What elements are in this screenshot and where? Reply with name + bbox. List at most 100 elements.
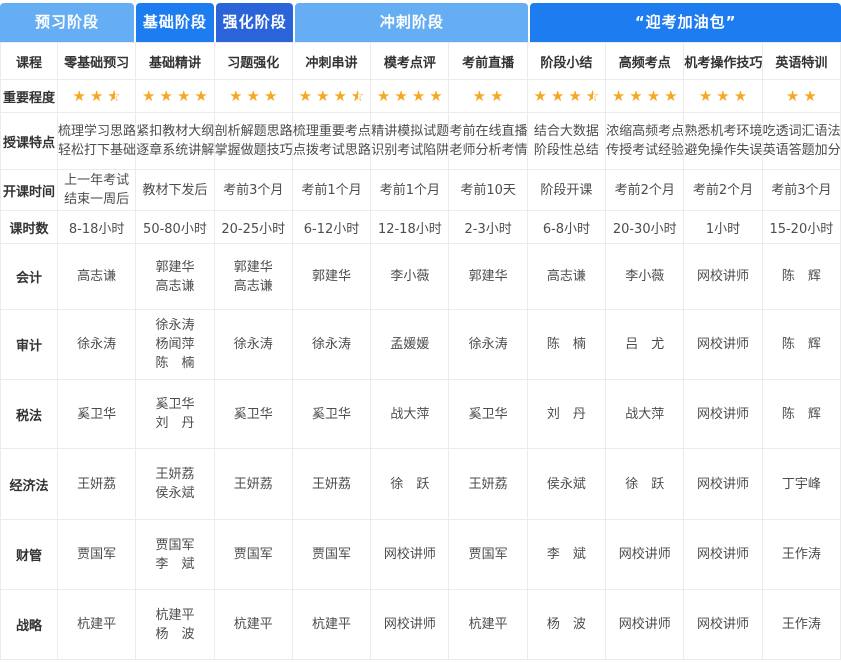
star-icon: ★ <box>176 87 191 105</box>
course-column-header: 基础精讲 <box>135 42 215 80</box>
star-icon: ★ <box>159 87 173 105</box>
cell-text-line: 杨 波 <box>155 626 195 642</box>
star-icon: ★ <box>72 87 86 105</box>
star-icon: ★ <box>646 87 661 105</box>
importance-rating: ★★★☆★ <box>291 79 372 113</box>
cell-text-line: 战大萍 <box>625 406 665 422</box>
teacher-cell: 奚卫华 <box>291 379 372 449</box>
teacher-cell: 李 斌 <box>526 519 607 590</box>
course-column-header: 高频考点 <box>605 42 685 80</box>
star-icon: ★ <box>611 87 626 105</box>
start-time-cell: 考前3个月 <box>761 169 841 211</box>
cell-text-line: 孟媛媛 <box>390 337 430 352</box>
teacher-cell: 徐永涛 杨闻萍陈 楠 <box>135 309 215 380</box>
teacher-cell: 网校讲师 <box>683 379 763 449</box>
importance-rating: ★ ★ ★ <box>213 79 293 113</box>
cell-text-line: 王妍荔 <box>468 476 508 492</box>
teacher-cell: 郭建华 <box>448 243 528 310</box>
importance-row-label: 重要程度 <box>0 79 58 113</box>
cell-text-line: 网校讲师 <box>618 547 671 562</box>
cell-text-line: 奚卫华 <box>468 406 508 422</box>
star-icon: ★ <box>550 87 565 105</box>
star-icon: ★ <box>472 87 487 105</box>
cell-text-line: 战大萍 <box>390 406 430 422</box>
teacher-cell: 战大萍 <box>605 379 685 449</box>
cell-text-line: 教材下发后 <box>142 182 208 198</box>
importance-rating: ★ ★ <box>448 79 528 113</box>
hours-cell: 8-18小时 <box>56 210 137 244</box>
cell-text-line: 掌握做题技巧 <box>214 143 293 158</box>
cell-text-line: 王作涛 <box>781 617 821 632</box>
course-column-header: 英语特训 <box>761 42 841 80</box>
cell-text-line: 徐永涛 <box>312 337 352 352</box>
subject-row-label: 经济法 <box>0 448 58 520</box>
star-icon: ★ <box>716 87 730 105</box>
start-time-cell: 考前2个月 <box>683 169 763 211</box>
cell-text-line: 网校讲师 <box>383 547 436 562</box>
cell-text-line: 贾国军 <box>233 547 273 562</box>
teacher-cell: 李小薇 <box>370 243 450 310</box>
phase-header-sprint: 冲刺阶段 <box>295 3 529 42</box>
cell-text-line: 网校讲师 <box>618 617 671 632</box>
teacher-cell: 贾国军 <box>291 519 372 590</box>
teacher-cell: 战大萍 <box>370 379 450 449</box>
course-column-header: 机考操作技巧 <box>683 42 763 80</box>
cell-text-line: 郭建华 <box>155 259 195 275</box>
cell-text-line: 网校讲师 <box>697 547 750 562</box>
cell-text-line: 阶段开课 <box>540 182 593 198</box>
teacher-cell: 杭建平杨 波 <box>135 589 215 660</box>
cell-text-line: 徐永涛 <box>155 318 195 333</box>
cell-text-line: 网校讲师 <box>697 406 750 422</box>
feature-cell: 梳理学习思路 轻松打下基础 <box>56 112 137 170</box>
cell-text-line: 高志谦 <box>77 269 117 284</box>
cell-text-line: 网校讲师 <box>697 337 750 352</box>
phase-header-exam-gift-pack: “迎考加油包” <box>530 3 841 42</box>
cell-text-line: 熟悉机考环境 <box>684 124 763 139</box>
teacher-cell: 杭建平 <box>213 589 293 660</box>
cell-text-line: 考前10天 <box>460 182 516 198</box>
start-time-cell: 教材下发后 <box>135 169 215 211</box>
course-column-header: 考前直播 <box>448 42 528 80</box>
teacher-cell: 王妍荔 <box>213 448 293 520</box>
teacher-cell: 网校讲师 <box>683 309 763 380</box>
hours-cell: 2-3小时 <box>448 210 528 244</box>
phase-header-intensive: 强化阶段 <box>215 3 294 42</box>
teacher-cell: 高志谦 <box>526 243 607 310</box>
cell-text-line: 奚卫华 <box>312 406 352 422</box>
half-star-fill: ★ <box>107 87 114 105</box>
star-icon: ★ <box>429 87 443 105</box>
cell-text-line: 高志谦 <box>546 269 586 284</box>
star-icon: ★ <box>376 87 391 105</box>
half-star-icon: ☆★ <box>107 87 120 105</box>
cell-text-line: 考前3个月 <box>771 182 832 198</box>
teacher-cell: 杭建平 <box>291 589 372 660</box>
teacher-cell: 徐 跃 <box>605 448 685 520</box>
cell-text-line: 梳理重要考点 <box>292 124 371 139</box>
hours-cell: 6-12小时 <box>291 210 372 244</box>
star-icon: ★ <box>263 87 278 105</box>
half-star-fill: ★ <box>586 87 593 105</box>
cell-text-line: 杭建平 <box>312 617 352 632</box>
star-icon: ★ <box>411 87 426 105</box>
teacher-cell: 徐永涛 <box>56 309 137 380</box>
importance-rating: ★ ★ ★ ★ <box>135 79 215 113</box>
cell-text-line: 逐章系统讲解 <box>136 143 215 158</box>
cell-text-line: 老师分析考情 <box>449 143 528 158</box>
teacher-cell: 网校讲师 <box>370 519 450 590</box>
course-row-label: 课程 <box>0 42 58 80</box>
cell-text-line: 剖析解题思路 <box>214 124 293 139</box>
teacher-cell: 网校讲师 <box>683 519 763 590</box>
cell-text-line: 英语答题加分 <box>762 143 841 158</box>
cell-text-line: 奚卫华 <box>233 406 273 422</box>
teacher-cell: 李小薇 <box>605 243 685 310</box>
cell-text-line: 侯永斌 <box>155 486 195 501</box>
half-star-outline: ☆ <box>585 87 600 105</box>
cell-text-line: 杭建平 <box>77 617 117 632</box>
teacher-cell: 王作涛 <box>761 519 841 590</box>
teacher-cell: 陈 楠 <box>526 309 607 380</box>
feature-cell: 紧扣教材大纲 逐章系统讲解 <box>135 112 215 170</box>
cell-text-line: 杭建平 <box>155 607 195 623</box>
cell-text-line: 王作涛 <box>781 547 821 562</box>
start-time-cell: 考前1个月 <box>370 169 450 211</box>
course-column-header: 阶段小结 <box>526 42 607 80</box>
